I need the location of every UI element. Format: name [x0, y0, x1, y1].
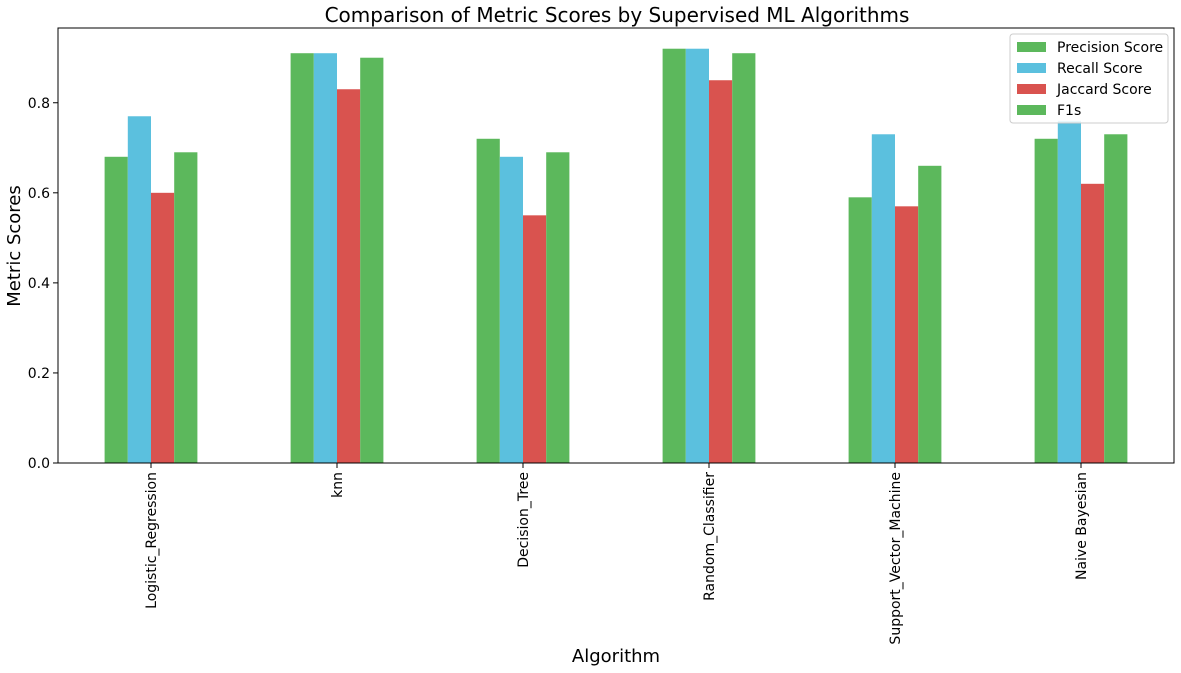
bar-f1s-0 [174, 152, 198, 464]
bar-precision-score-3 [662, 48, 686, 463]
legend-swatch [1017, 105, 1046, 115]
y-tick-label: 0.8 [28, 96, 50, 112]
legend-label: Precision Score [1057, 40, 1163, 56]
bar-precision-score-4 [848, 197, 872, 463]
bar-f1s-5 [1104, 134, 1128, 463]
legend-swatch [1017, 42, 1046, 52]
bar-jaccard-score-1 [337, 89, 361, 463]
legend-label: Jaccard Score [1056, 82, 1152, 98]
bar-f1s-4 [918, 165, 942, 463]
bar-f1s-2 [546, 152, 570, 464]
y-axis: 0.0 0.2 0.4 0.6 0.8 [28, 96, 58, 472]
plot-frame [57, 27, 1175, 464]
bar-jaccard-score-2 [523, 215, 547, 463]
y-tick-label: 0.6 [28, 186, 50, 202]
bar-f1s-3 [732, 53, 756, 463]
bar-recall-score-3 [685, 48, 709, 463]
chart-title: Comparison of Metric Scores by Supervise… [325, 3, 910, 27]
bar-recall-score-1 [313, 53, 337, 463]
x-tick-label: Logistic_Regression [144, 472, 160, 609]
x-tick-label: Support_Vector_Machine [888, 472, 904, 645]
bar-recall-score-2 [499, 156, 523, 463]
x-tick-label: Naive Bayesian [1074, 472, 1090, 580]
bar-jaccard-score-5 [1081, 183, 1105, 464]
x-axis: Logistic_Regression knn Decision_Tree Rando… [144, 463, 1090, 645]
bar-f1s-1 [360, 57, 384, 464]
y-tick-label: 0.4 [28, 276, 50, 292]
x-tick-label: Random_Classifier [702, 472, 718, 601]
bar-precision-score-1 [290, 53, 314, 463]
legend: Precision Score Recall Score Jaccard Score… [1009, 33, 1169, 124]
bar-recall-score-4 [871, 134, 895, 463]
x-axis-label: Algorithm [572, 646, 660, 667]
bar-precision-score-2 [476, 138, 500, 463]
bar-recall-score-0 [127, 116, 151, 464]
x-tick-label: knn [330, 472, 346, 498]
bar-jaccard-score-3 [709, 80, 733, 463]
legend-swatch [1017, 63, 1046, 73]
bar-jaccard-score-4 [895, 206, 919, 463]
bars-group [104, 48, 1128, 464]
y-axis-label: Metric Scores [4, 185, 25, 306]
legend-label: F1s [1057, 103, 1081, 119]
legend-swatch [1017, 84, 1046, 94]
bar-recall-score-5 [1057, 120, 1081, 463]
bar-precision-score-0 [104, 156, 128, 463]
y-tick-label: 0.0 [28, 456, 50, 472]
legend-frame [1009, 33, 1169, 124]
legend-label: Recall Score [1057, 61, 1142, 77]
bar-jaccard-score-0 [151, 192, 175, 463]
y-tick-label: 0.2 [28, 366, 50, 382]
x-tick-label: Decision_Tree [516, 472, 532, 568]
bar-precision-score-5 [1034, 138, 1058, 463]
